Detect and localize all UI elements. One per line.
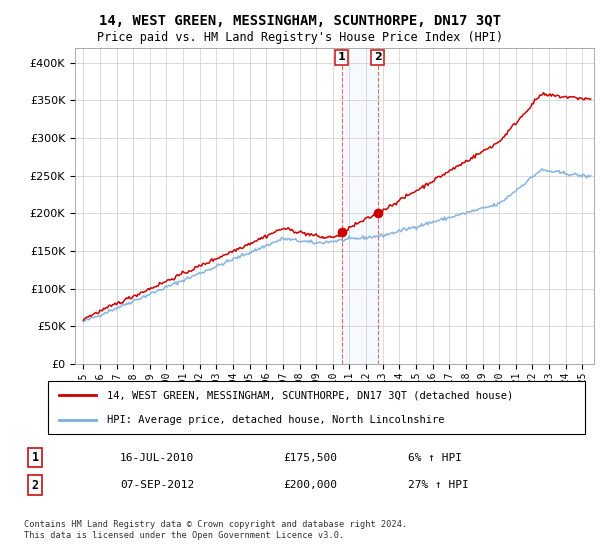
Text: £200,000: £200,000	[283, 480, 337, 490]
Text: Price paid vs. HM Land Registry's House Price Index (HPI): Price paid vs. HM Land Registry's House …	[97, 31, 503, 44]
Text: 2: 2	[374, 53, 382, 62]
Text: 27% ↑ HPI: 27% ↑ HPI	[407, 480, 468, 490]
Text: 16-JUL-2010: 16-JUL-2010	[120, 452, 194, 463]
Text: 1: 1	[338, 53, 346, 62]
Text: £175,500: £175,500	[283, 452, 337, 463]
Text: 07-SEP-2012: 07-SEP-2012	[120, 480, 194, 490]
Text: 6% ↑ HPI: 6% ↑ HPI	[407, 452, 461, 463]
Text: 14, WEST GREEN, MESSINGHAM, SCUNTHORPE, DN17 3QT (detached house): 14, WEST GREEN, MESSINGHAM, SCUNTHORPE, …	[107, 390, 514, 400]
Text: 2: 2	[32, 479, 39, 492]
Text: 14, WEST GREEN, MESSINGHAM, SCUNTHORPE, DN17 3QT: 14, WEST GREEN, MESSINGHAM, SCUNTHORPE, …	[99, 14, 501, 28]
Text: 1: 1	[32, 451, 39, 464]
Text: HPI: Average price, detached house, North Lincolnshire: HPI: Average price, detached house, Nort…	[107, 414, 445, 424]
Text: Contains HM Land Registry data © Crown copyright and database right 2024.
This d: Contains HM Land Registry data © Crown c…	[24, 520, 407, 540]
FancyBboxPatch shape	[48, 381, 585, 434]
Bar	[342, 48, 377, 364]
